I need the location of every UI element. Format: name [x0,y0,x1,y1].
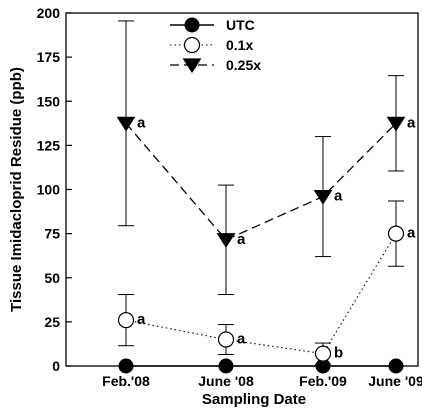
series-0-1x [118,200,404,365]
legend-marker [184,17,200,33]
x-tick-label: June '09 [368,373,422,389]
y-tick-label: 0 [52,358,60,374]
data-point [117,312,135,329]
y-tick-label: 200 [37,5,61,21]
data-point [313,189,333,205]
y-tick-label: 100 [37,182,61,198]
data-point [216,233,236,248]
significance-label: a [237,331,246,348]
legend-label: 0.1x [226,37,253,53]
legend-label: 0.25x [226,57,261,73]
y-tick-label: 50 [44,270,60,286]
legend: UTC 0.1x 0.25x [170,17,261,74]
data-point [217,331,235,348]
y-tick-label: 75 [44,226,60,242]
data-point [386,116,406,132]
y-tick-label: 25 [44,314,60,330]
significance-label: a [137,114,146,131]
data-point [118,358,134,374]
data-point [388,358,404,374]
data-point [218,358,234,374]
x-tick-label: June '08 [198,373,254,389]
plot-area: 0 25 50 75 100 125 150 175 200 Feb.'08 June '08 Feb… [37,5,422,389]
series-line [125,233,397,355]
significance-label: a [137,311,146,328]
x-axis-title: Sampling Date [202,391,306,408]
x-tick-label: Feb.'08 [102,373,150,389]
x-tick-label: Feb.'09 [299,373,347,389]
legend-marker [183,36,201,54]
significance-label: a [334,188,343,205]
y-axis-title: Tissue Imidacloprid Residue (ppb) [8,67,25,312]
y-tick-label: 125 [37,137,61,153]
significance-label: b [334,345,343,362]
data-point [116,116,136,132]
legend-label: UTC [226,17,255,33]
significance-label: a [237,231,246,248]
legend-marker [182,58,202,74]
y-tick-label: 175 [37,49,61,65]
series-line [125,122,397,241]
significance-label: a [407,114,416,131]
series-0-25x [118,20,404,296]
significance-label: a [407,225,416,242]
y-tick-label: 150 [37,93,61,109]
data-point [387,225,405,242]
data-point [314,345,332,362]
